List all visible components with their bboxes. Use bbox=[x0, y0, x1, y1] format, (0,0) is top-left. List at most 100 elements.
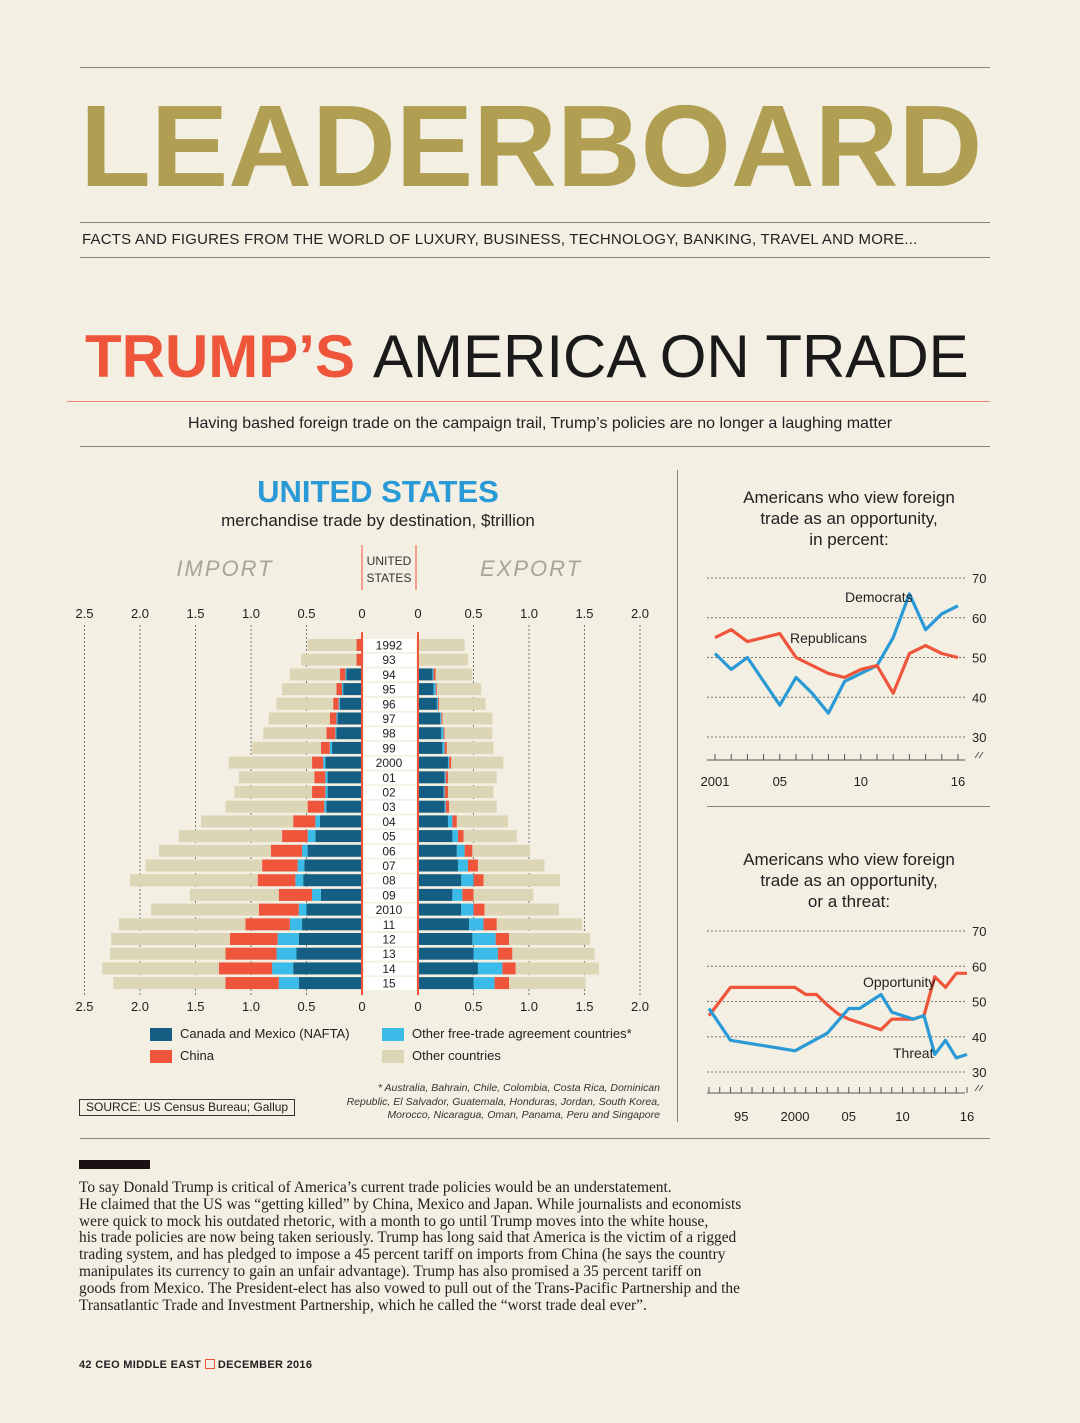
export-bar-china bbox=[473, 874, 484, 887]
import-bar-other bbox=[111, 933, 230, 945]
year-label: 06 bbox=[382, 844, 396, 858]
import-bar-fta bbox=[276, 947, 297, 960]
export-bar-nafta bbox=[418, 800, 445, 813]
chart1-title-line: Americans who view foreign bbox=[743, 488, 955, 507]
year-label-bg bbox=[364, 962, 416, 976]
issue-date: DECEMBER 2016 bbox=[217, 1359, 313, 1371]
export-bar-nafta bbox=[418, 947, 474, 960]
import-label: IMPORT bbox=[176, 556, 273, 581]
export-bar-china bbox=[452, 815, 457, 828]
year-label-bg bbox=[364, 712, 416, 726]
year-label-bg bbox=[364, 874, 416, 888]
import-bar-china bbox=[307, 800, 325, 813]
export-bar-nafta bbox=[418, 697, 437, 710]
year-label: 13 bbox=[382, 947, 396, 961]
rule bbox=[80, 257, 990, 258]
import-bar-fta bbox=[272, 962, 294, 975]
export-bar-china bbox=[495, 933, 510, 945]
export-bar-nafta bbox=[418, 712, 441, 725]
chart2-title-line: or a threat: bbox=[807, 892, 891, 911]
rule bbox=[80, 1138, 990, 1139]
export-bar-china bbox=[473, 903, 485, 916]
import-bar-other bbox=[189, 888, 279, 901]
headline-part1: TRUMP’S bbox=[85, 323, 355, 390]
body-line: goods from Mexico. The President-elect h… bbox=[79, 1279, 740, 1297]
year-label-bg bbox=[364, 668, 416, 682]
import-bar-china bbox=[270, 844, 303, 857]
tick-label-right: 2.0 bbox=[631, 606, 649, 621]
y-tick-label: 70 bbox=[972, 924, 986, 939]
export-bar-china bbox=[457, 830, 464, 843]
y-tick-label: 30 bbox=[972, 1065, 986, 1080]
import-bar-china bbox=[320, 741, 330, 754]
export-bar-other bbox=[439, 697, 486, 710]
import-bar-fta bbox=[315, 815, 320, 828]
legend-label-fta: Other free-trade agreement countries* bbox=[412, 1026, 632, 1041]
x-tick-label: 05 bbox=[773, 774, 787, 789]
import-bar-fta bbox=[325, 786, 328, 798]
import-bar-other bbox=[234, 786, 313, 798]
tick-label-left: 1.5 bbox=[186, 999, 204, 1014]
export-bar-other bbox=[509, 977, 586, 990]
import-bar-other bbox=[145, 859, 263, 872]
import-bar-other bbox=[276, 697, 334, 710]
import-bar-nafta bbox=[303, 874, 362, 887]
year-label-bg bbox=[364, 786, 416, 799]
tick-label-right: 0.5 bbox=[464, 999, 482, 1014]
footnote-line: Republic, El Salvador, Guatemala, Hondur… bbox=[346, 1095, 660, 1108]
export-bar-nafta bbox=[418, 815, 448, 828]
year-label: 02 bbox=[382, 786, 396, 800]
import-bar-other bbox=[263, 727, 327, 740]
import-bar-fta bbox=[336, 712, 338, 725]
export-bar-other bbox=[446, 741, 494, 754]
year-label: 12 bbox=[382, 933, 396, 947]
rule bbox=[67, 401, 990, 402]
axis-break-icon bbox=[974, 751, 984, 759]
year-label-bg bbox=[364, 639, 416, 652]
export-bar-other bbox=[496, 918, 583, 931]
tick-label-right: 0.5 bbox=[464, 606, 482, 621]
standfirst: Having bashed foreign trade on the campa… bbox=[187, 415, 893, 432]
import-bar-fta bbox=[298, 903, 307, 916]
legend-swatch-china bbox=[150, 1050, 172, 1063]
export-bar-nafta bbox=[418, 903, 462, 916]
magazine-name: CEO MIDDLE EAST bbox=[95, 1359, 202, 1371]
y-tick-label: 60 bbox=[972, 611, 986, 626]
rule bbox=[707, 806, 990, 807]
import-bar-fta bbox=[312, 888, 321, 901]
import-bar-china bbox=[329, 712, 337, 725]
export-bar-fta bbox=[432, 668, 434, 681]
export-bar-fta bbox=[469, 918, 484, 931]
export-bar-other bbox=[515, 962, 599, 975]
import-bar-china bbox=[218, 962, 273, 975]
y-tick-label: 40 bbox=[972, 1030, 986, 1045]
import-bar-china bbox=[245, 918, 290, 931]
export-bar-other bbox=[447, 771, 497, 784]
export-bar-nafta bbox=[418, 741, 443, 754]
series-line-democrats bbox=[713, 592, 959, 715]
headline: TRUMP’S AMERICA ON TRADE bbox=[85, 322, 969, 392]
export-bar-other bbox=[473, 888, 534, 901]
footnote-line: * Australia, Bahrain, Chile, Colombia, C… bbox=[377, 1082, 660, 1094]
import-bar-fta bbox=[345, 668, 347, 681]
x-tick-label: 2001 bbox=[701, 774, 730, 789]
import-bar-nafta bbox=[337, 712, 362, 725]
tick-label-right: 1.5 bbox=[575, 606, 593, 621]
center-label-line2: STATES bbox=[367, 571, 412, 585]
import-bar-other bbox=[268, 712, 330, 725]
import-bar-fta bbox=[302, 844, 308, 857]
import-bar-other bbox=[228, 756, 313, 769]
import-bar-other bbox=[151, 903, 259, 916]
import-bar-nafta bbox=[304, 859, 362, 872]
body-marker-bar bbox=[79, 1160, 150, 1169]
year-label: 15 bbox=[382, 977, 396, 991]
import-bar-fta bbox=[307, 830, 316, 843]
export-bar-nafta bbox=[418, 962, 478, 975]
tick-label-left: 0.5 bbox=[297, 999, 315, 1014]
export-bar-china bbox=[502, 962, 516, 975]
export-bar-china bbox=[449, 756, 452, 769]
legend-swatch-nafta bbox=[150, 1028, 172, 1041]
export-bar-other bbox=[472, 844, 531, 857]
y-tick-label: 30 bbox=[972, 730, 986, 745]
